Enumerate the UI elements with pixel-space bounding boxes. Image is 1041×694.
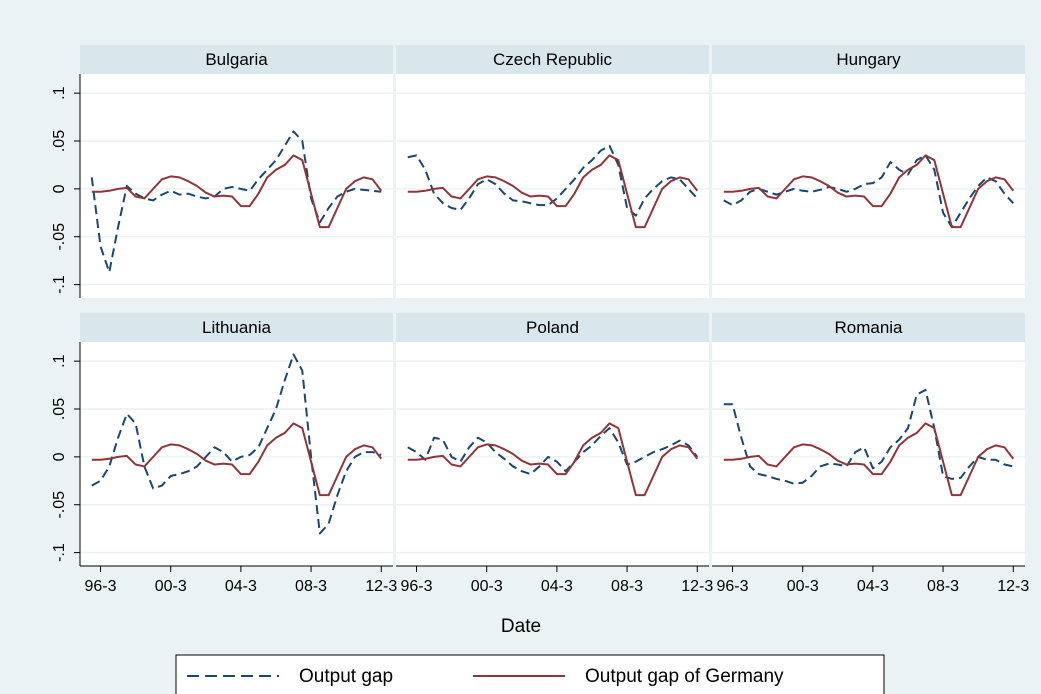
series-line <box>723 422 1015 497</box>
y-tick-label: .05 <box>51 130 68 152</box>
panel-title: Czech Republic <box>493 50 613 69</box>
plot-area <box>80 342 393 566</box>
x-tick-label: 00-3 <box>155 578 187 595</box>
x-tick-label: 08-3 <box>927 578 959 595</box>
y-tick-label: -.1 <box>51 543 68 562</box>
x-tick-label: 00-3 <box>787 578 819 595</box>
legend-label: Output gap of Germany <box>585 666 784 687</box>
panel-header <box>80 45 393 74</box>
series-line <box>91 422 383 497</box>
y-tick-label: 0 <box>51 184 68 193</box>
y-tick-label: .1 <box>51 354 68 367</box>
legend-label: Output gap <box>299 666 393 687</box>
x-tick-label: 08-3 <box>295 578 327 595</box>
y-tick-label: -.05 <box>51 491 68 519</box>
x-tick-label: 12-3 <box>681 578 713 595</box>
panel-title: Bulgaria <box>205 50 268 69</box>
panel-title: Lithuania <box>202 318 272 337</box>
plot-area <box>712 342 1025 566</box>
plot-area <box>80 74 393 298</box>
x-tick-label: 12-3 <box>365 578 397 595</box>
plot-area <box>712 74 1025 298</box>
y-tick-label: 0 <box>51 452 68 461</box>
x-tick-label: 96-3 <box>717 578 749 595</box>
series-line <box>90 130 382 274</box>
x-tick-label: 12-3 <box>997 578 1029 595</box>
panel-header <box>396 313 709 342</box>
y-tick-label: .1 <box>51 86 68 99</box>
series-line <box>723 388 1014 485</box>
x-tick-label: 00-3 <box>471 578 503 595</box>
legend-box <box>175 654 885 694</box>
panel-header <box>712 313 1025 342</box>
plot-area <box>396 342 709 566</box>
series-line <box>407 154 699 229</box>
x-tick-label: 04-3 <box>541 578 573 595</box>
panel-title: Poland <box>526 318 579 337</box>
y-tick-label: -.05 <box>51 223 68 251</box>
panel-header <box>396 45 709 74</box>
y-tick-label: -.1 <box>51 275 68 294</box>
x-tick-label: 96-3 <box>401 578 433 595</box>
x-tick-label: 08-3 <box>611 578 643 595</box>
series-line <box>407 422 699 497</box>
x-axis-title: Date <box>501 616 541 637</box>
series-line <box>723 154 1014 229</box>
x-tick-label: 04-3 <box>857 578 889 595</box>
panel-title: Romania <box>834 318 903 337</box>
y-tick-label: .05 <box>51 398 68 420</box>
x-tick-label: 96-3 <box>85 578 117 595</box>
series-line <box>91 353 382 535</box>
series-line <box>407 427 699 476</box>
series-line <box>723 154 1015 229</box>
x-tick-label: 04-3 <box>225 578 257 595</box>
panel-title: Hungary <box>836 50 901 69</box>
panel-header <box>712 45 1025 74</box>
panel-header <box>80 313 393 342</box>
plot-area <box>396 74 709 298</box>
series-line <box>91 154 383 229</box>
